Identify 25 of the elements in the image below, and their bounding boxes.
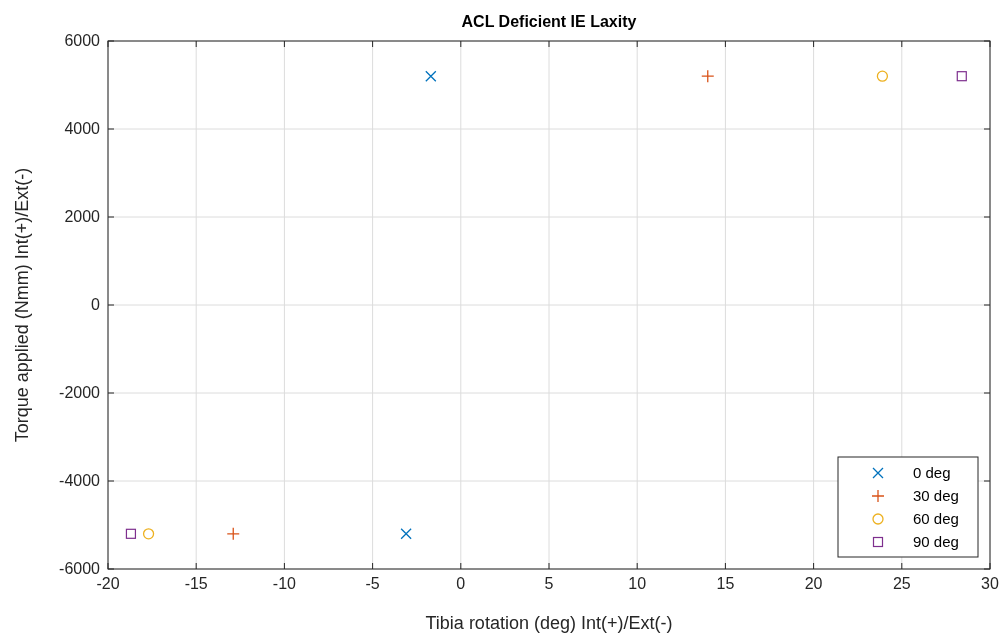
y-tick-label: -4000: [59, 472, 101, 489]
legend-label: 60 deg: [913, 510, 959, 527]
legend-label: 90 deg: [913, 533, 959, 550]
x-tick-label: 15: [716, 575, 735, 592]
y-tick-label: 4000: [64, 120, 101, 137]
x-tick-label: 10: [628, 575, 647, 592]
x-tick-label: 30: [981, 575, 999, 592]
legend-label: 0 deg: [913, 464, 951, 481]
y-tick-label: -6000: [59, 560, 101, 577]
x-tick-label: -20: [96, 575, 120, 592]
legend-label: 30 deg: [913, 487, 959, 504]
y-tick-label: -2000: [59, 384, 101, 401]
x-tick-label: -10: [272, 575, 297, 592]
y-tick-label: 0: [91, 296, 101, 313]
x-tick-label: 25: [892, 575, 911, 592]
y-axis-title: Torque applied (Nmm) Int(+)/Ext(-): [12, 167, 32, 443]
y-tick-label: 6000: [64, 32, 101, 49]
x-tick-label: -5: [365, 575, 380, 592]
x-tick-label: 5: [544, 575, 554, 592]
y-tick-label: 2000: [64, 208, 101, 225]
x-tick-label: 20: [804, 575, 823, 592]
x-tick-label: -15: [184, 575, 208, 592]
x-tick-label: 0: [456, 575, 466, 592]
chart-title: ACL Deficient IE Laxity: [461, 13, 637, 30]
x-axis-title: Tibia rotation (deg) Int(+)/Ext(-): [425, 613, 673, 633]
